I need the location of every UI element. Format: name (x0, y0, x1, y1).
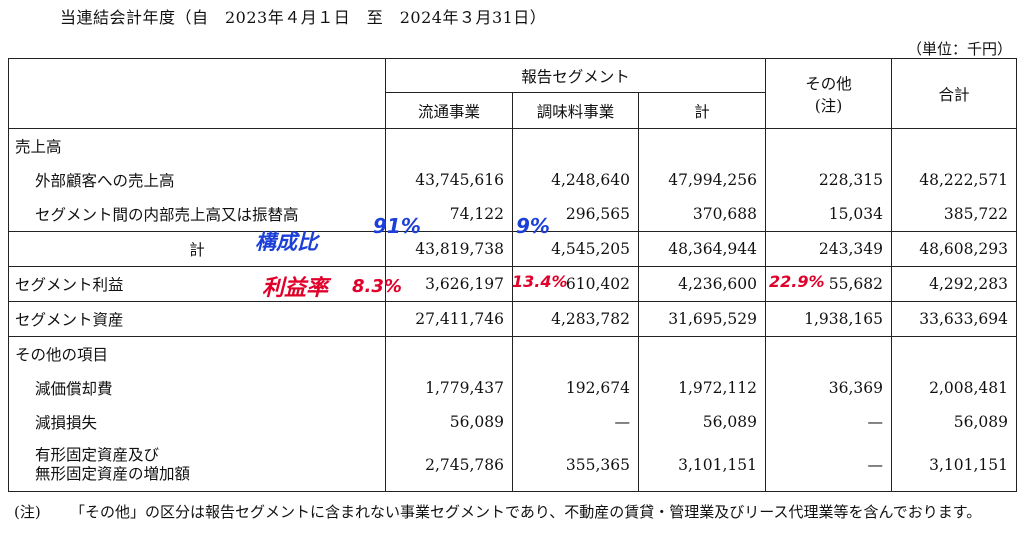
cell-distribution: 56,089 (385, 405, 513, 439)
cell-other: 228,315 (765, 163, 893, 197)
cell-subtotal: 31,695,529 (637, 301, 767, 337)
row-sales-total: 計 43,819,738 4,545,205 48,364,944 243,34… (8, 231, 1018, 267)
row-label: セグメント間の内部売上高又は振替高 (8, 197, 386, 232)
cell-subtotal: 47,994,256 (637, 163, 767, 197)
row-label: 有形固定資産及び 無形固定資産の増加額 (8, 439, 386, 492)
cell-distribution: 1,779,437 (385, 371, 513, 405)
cell-subtotal: 3,101,151 (637, 439, 767, 492)
header-total: 合計 (891, 58, 1018, 129)
header-row-1: 報告セグメント その他 (注) 合計 (8, 58, 1018, 129)
header-seasoning: 調味料事業 (512, 92, 639, 129)
cell-total: 56,089 (891, 405, 1018, 439)
cell-total: 4,292,283 (891, 266, 1018, 302)
cell-subtotal: 48,364,944 (637, 231, 767, 267)
footnote-text: 「その他」の区分は報告セグメントに含まれない事業セグメントであり、不動産の賃貸・… (70, 503, 982, 521)
row-depreciation: 減価償却費 1,779,437 192,674 1,972,112 36,369… (8, 371, 1018, 405)
cell-seasoning: 4,248,640 (512, 163, 639, 197)
header-row-2: 流通事業 調味料事業 計 (8, 92, 1017, 129)
unit-label: （単位：千円） (906, 40, 1012, 58)
header-subtotal: 計 (637, 92, 767, 129)
row-label: 計 (8, 231, 386, 267)
footnote-mark: (注) (14, 503, 41, 521)
cell-subtotal: 370,688 (637, 197, 767, 232)
row-impairment: 減損損失 56,089 — 56,089 — 56,089 (8, 405, 1018, 439)
row-label-line1: 有形固定資産及び (35, 446, 160, 464)
row-label: 減損損失 (8, 405, 386, 439)
header-other-note: (注) (814, 96, 843, 115)
row-intersegment: セグメント間の内部売上高又は振替高 74,122 296,565 370,688… (8, 197, 1018, 232)
cell-other: 36,369 (765, 371, 893, 405)
cell-other: 1,938,165 (765, 301, 893, 337)
handwritten-composition-seasoning: 9% (516, 214, 550, 238)
cell-distribution: 43,819,738 (385, 231, 513, 267)
cell-total: 48,222,571 (891, 163, 1018, 197)
row-label: セグメント資産 (8, 301, 386, 337)
cell-subtotal: 56,089 (637, 405, 767, 439)
cell-distribution: 74,122 (385, 197, 513, 232)
cell-other: — (765, 439, 893, 492)
handwritten-margin-other: 22.9% (769, 272, 825, 291)
cell-subtotal: 1,972,112 (637, 371, 767, 405)
handwritten-composition-label: 構成比 (255, 230, 318, 254)
row-sales: 売上高 (8, 128, 1018, 163)
cell-distribution: 43,745,616 (385, 163, 513, 197)
footnote: (注) 「その他」の区分は報告セグメントに含まれない事業セグメントであり、不動産… (14, 500, 1018, 525)
row-segment-profit: セグメント利益 3,626,197 610,402 4,236,600 55,6… (8, 266, 1018, 302)
handwritten-composition-distribution: 91% (373, 214, 421, 238)
cell-distribution: 27,411,746 (385, 301, 513, 337)
cell-total: 33,633,694 (891, 301, 1018, 337)
cell-other: — (765, 405, 893, 439)
row-label: セグメント利益 (8, 266, 386, 302)
cell-other: 55,682 (765, 266, 893, 302)
cell-other: 243,349 (765, 231, 893, 267)
cell-seasoning: 355,365 (512, 439, 639, 492)
cell-subtotal: 4,236,600 (637, 266, 767, 302)
row-segment-assets: セグメント資産 27,411,746 4,283,782 31,695,529 … (8, 301, 1018, 337)
row-external-sales: 外部顧客への売上高 43,745,616 4,248,640 47,994,25… (8, 163, 1018, 197)
row-label-line2: 無形固定資産の増加額 (35, 465, 191, 483)
cell-total: 48,608,293 (891, 231, 1018, 267)
cell-distribution: 2,745,786 (385, 439, 513, 492)
row-label: 外部顧客への売上高 (8, 163, 386, 197)
cell-seasoning: 192,674 (512, 371, 639, 405)
header-blank-cell (8, 58, 386, 129)
cell-other: 15,034 (765, 197, 893, 232)
handwritten-margin-seasoning: 13.4% (512, 272, 568, 291)
cell-seasoning: — (512, 405, 639, 439)
header-reported-segments: 報告セグメント (384, 58, 767, 93)
cell-seasoning: 4,283,782 (512, 301, 639, 337)
row-label: 売上高 (8, 128, 386, 163)
cell-seasoning: 296,565 (512, 197, 639, 232)
header-distribution: 流通事業 (385, 92, 513, 129)
row-label: その他の項目 (8, 336, 386, 371)
handwritten-margin-label: 利益率 (262, 276, 329, 301)
row-label: 減価償却費 (8, 371, 386, 405)
segment-table: 報告セグメント その他 (注) 合計 流通事業 調味料事業 計 売上高 外部顧客… (8, 58, 1018, 492)
cell-distribution: 3,626,197 (385, 266, 513, 302)
row-other-items: その他の項目 (8, 336, 1018, 371)
cell-total: 385,722 (891, 197, 1018, 232)
cell-total: 3,101,151 (891, 439, 1018, 492)
period-heading: 当連結会計年度（自 2023年４月１日 至 2024年３月31日） (60, 8, 547, 27)
cell-total: 2,008,481 (891, 371, 1018, 405)
header-other: その他 (注) (765, 58, 893, 129)
handwritten-margin-distribution: 8.3% (352, 276, 402, 297)
row-capex: 有形固定資産及び 無形固定資産の増加額 2,745,786 355,365 3,… (8, 439, 1018, 492)
header-other-label: その他 (805, 74, 852, 93)
cell-seasoning: 610,402 (512, 266, 639, 302)
